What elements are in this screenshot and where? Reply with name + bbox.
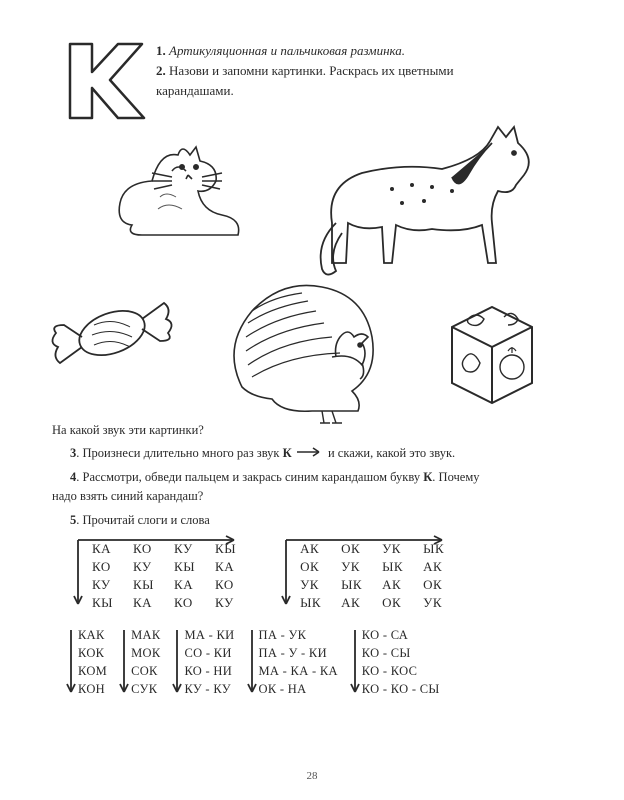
instruction-text-1: Артикуляционная и пальчиковая разминка. [169,43,405,58]
word-item: ПА - У - КИ [259,644,338,662]
word-col-1: КАККОККОМКОН [78,626,107,699]
syllable-grid-left: КАКОКУКЫКОКУКЫКАКУКЫКАКОКЫКАКОКУ [82,540,246,612]
word-item: МОК [131,644,160,662]
word-item: КАК [78,626,107,644]
arrow-icon [295,444,325,463]
word-columns: КАККОККОМКОН МАКМОКСОКСУК МА - КИСО - КИ… [78,626,582,699]
word-item: ПА - УК [259,626,338,644]
word-item: КО - НИ [184,662,234,680]
word-item: КОК [78,644,107,662]
word-item: КОМ [78,662,107,680]
syllable-cell: КО [82,558,123,576]
syllable-grid-right: АКОКУКЫКОКУКЫКАКУКЫКАКОКЫКАКОКУК [290,540,454,612]
syllable-cell: АК [331,594,372,612]
word-col-5: КО - САКО - СЫКО - КОСКО - КО - СЫ [362,626,440,699]
word-item: КОН [78,680,107,698]
word-item: СУК [131,680,160,698]
syllable-cell: ОК [290,558,331,576]
syllable-cell: КУ [82,576,123,594]
cat-illustration [102,137,252,247]
instruction-3: 3. Произнеси длительно много раз звук К … [52,444,582,464]
candy-illustration [42,277,182,387]
syllable-cell: УК [413,594,454,612]
syllable-cell: КУ [123,558,164,576]
syllable-cell: АК [372,576,413,594]
word-col-4: ПА - УКПА - У - КИМА - КА - КАОК - НА [259,626,338,699]
text-4c: надо взять синий карандаш? [52,489,203,503]
syllable-cell: КЫ [82,594,123,612]
page-number: 28 [0,770,624,782]
syllable-cell: УК [372,540,413,558]
syllable-cell: ЫК [290,594,331,612]
syllable-cell: КО [164,594,205,612]
instruction-text-2b: карандашами. [156,83,234,98]
syllable-cell: КО [205,576,246,594]
syllable-cell: КА [205,558,246,576]
text-3a: . Произнеси длительно много раз звук [76,446,282,460]
syllable-cell: КЫ [205,540,246,558]
text-4b: . Почему [432,470,479,484]
syllable-cell: КО [123,540,164,558]
text-4a: . Рассмотри, обведи пальцем и закрась си… [76,470,423,484]
text-3b: и скажи, какой это звук. [328,446,455,460]
body-text: На какой звук эти картинки? 3. Произнеси… [52,421,582,530]
text-5: . Прочитай слоги и слова [76,513,210,527]
syllable-cell: ЫК [413,540,454,558]
bold-k-2: К [423,470,432,484]
instruction-num-2: 2. [156,63,166,78]
word-item: МАК [131,626,160,644]
word-item: КО - СЫ [362,644,440,662]
word-item: СО - КИ [184,644,234,662]
word-item: СОК [131,662,160,680]
syllable-cell: КА [82,540,123,558]
syllable-cell: ЫК [331,576,372,594]
syllable-cell: КУ [164,540,205,558]
instruction-text-2a: Назови и запомни картинки. Раскрась их ц… [169,63,454,78]
instruction-num-1: 1. [156,43,166,58]
illustration-block [42,107,562,417]
syllable-cell: ЫК [372,558,413,576]
word-col-2: МАКМОКСОКСУК [131,626,160,699]
syllable-cell: АК [290,540,331,558]
word-item: МА - КИ [184,626,234,644]
syllable-cell: УК [331,558,372,576]
syllable-cell: КУ [205,594,246,612]
syllable-cell: АК [413,558,454,576]
intro-text: 1. Артикуляционная и пальчиковая разминк… [156,42,582,101]
syllable-cell: ОК [372,594,413,612]
worksheet-page: 1. Артикуляционная и пальчиковая разминк… [0,0,624,800]
word-item: КО - КО - СЫ [362,680,440,698]
turkey-illustration [212,267,402,427]
word-item: КУ - КУ [184,680,234,698]
word-item: МА - КА - КА [259,662,338,680]
syllable-cell: УК [290,576,331,594]
cube-illustration [432,287,552,407]
syllable-cell: КЫ [123,576,164,594]
word-item: ОК - НА [259,680,338,698]
instruction-5: 5. Прочитай слоги и слова [52,511,582,530]
horse-illustration [292,113,552,283]
syllable-grids: КАКОКУКЫКОКУКЫКАКУКЫКАКОКЫКАКОКУ АКОКУКЫ… [82,540,582,612]
word-item: КО - КОС [362,662,440,680]
syllable-cell: ОК [413,576,454,594]
word-item: КО - СА [362,626,440,644]
syllable-cell: КА [164,576,205,594]
syllable-cell: КЫ [164,558,205,576]
instruction-4: 4. Рассмотри, обведи пальцем и закрась с… [52,468,582,507]
word-col-3: МА - КИСО - КИКО - НИКУ - КУ [184,626,234,699]
syllable-cell: КА [123,594,164,612]
bold-k-1: К [283,446,292,460]
syllable-cell: ОК [331,540,372,558]
